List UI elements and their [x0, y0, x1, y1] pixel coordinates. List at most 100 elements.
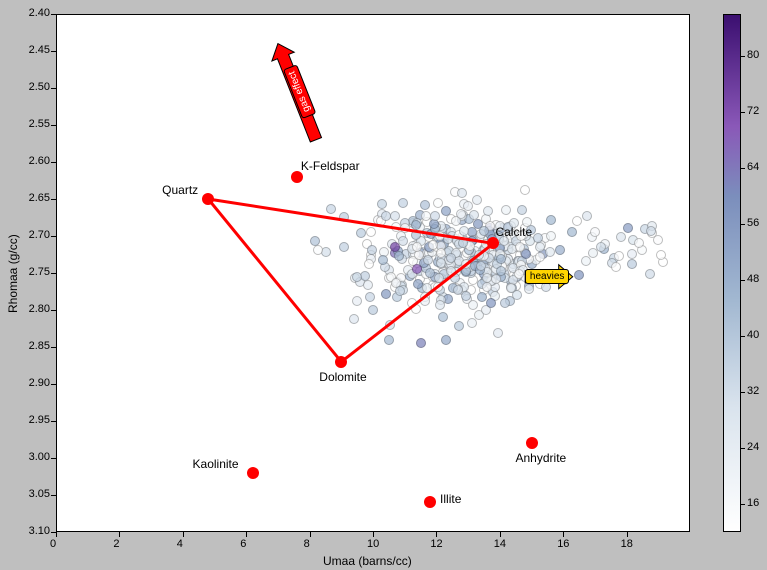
scatter-point — [545, 247, 555, 257]
scatter-point — [412, 264, 422, 274]
mineral-label-dolomite: Dolomite — [319, 370, 366, 384]
y-tick-label: 3.10 — [29, 525, 50, 537]
colorbar-tick — [741, 336, 745, 337]
x-tick — [56, 532, 57, 537]
scatter-point — [356, 228, 366, 238]
scatter-point — [441, 206, 451, 216]
scatter-point — [411, 230, 421, 240]
colorbar-tick-label: 16 — [747, 497, 759, 509]
x-tick — [183, 532, 184, 537]
y-tick — [51, 421, 56, 422]
scatter-point — [483, 206, 493, 216]
scatter-point — [366, 227, 376, 237]
y-tick — [51, 236, 56, 237]
scatter-point — [567, 227, 577, 237]
scatter-point — [412, 242, 422, 252]
colorbar-tick-label: 32 — [747, 385, 759, 397]
x-tick-label: 18 — [621, 538, 633, 550]
y-tick — [51, 14, 56, 15]
colorbar — [723, 14, 741, 532]
scatter-point — [420, 200, 430, 210]
scatter-point — [453, 285, 463, 295]
scatter-point — [425, 268, 435, 278]
y-tick-label: 2.80 — [29, 303, 50, 315]
scatter-point — [384, 335, 394, 345]
scatter-point — [500, 298, 510, 308]
x-tick — [627, 532, 628, 537]
scatter-point — [349, 314, 359, 324]
scatter-point — [459, 226, 469, 236]
scatter-point — [377, 199, 387, 209]
scatter-point — [446, 253, 456, 263]
scatter-point — [310, 236, 320, 246]
scatter-point — [390, 242, 400, 252]
scatter-point — [596, 242, 606, 252]
y-tick-label: 2.55 — [29, 118, 50, 130]
y-tick — [51, 199, 56, 200]
scatter-point — [365, 292, 375, 302]
scatter-point — [381, 289, 391, 299]
scatter-point — [590, 227, 600, 237]
mineral-label-kaolinite: Kaolinite — [193, 457, 239, 471]
scatter-point — [423, 255, 433, 265]
y-axis-label: Rhomaa (g/cc) — [6, 234, 20, 313]
scatter-point — [572, 216, 582, 226]
y-tick-label: 3.05 — [29, 488, 50, 500]
mineral-label-calcite: Calcite — [495, 225, 532, 239]
scatter-point — [474, 250, 484, 260]
y-tick-label: 2.40 — [29, 7, 50, 19]
scatter-point — [574, 270, 584, 280]
scatter-point — [433, 282, 443, 292]
mineral-label-quartz: Quartz — [162, 183, 198, 197]
scatter-point — [381, 211, 391, 221]
x-tick — [119, 532, 120, 537]
x-tick — [563, 532, 564, 537]
x-tick — [500, 532, 501, 537]
scatter-point — [486, 298, 496, 308]
scatter-point — [496, 254, 506, 264]
scatter-point — [352, 296, 362, 306]
y-tick-label: 2.50 — [29, 81, 50, 93]
scatter-point — [493, 328, 503, 338]
scatter-point — [515, 242, 525, 252]
y-tick-label: 2.95 — [29, 414, 50, 426]
scatter-point — [411, 220, 421, 230]
scatter-point — [546, 215, 556, 225]
scatter-point — [367, 245, 377, 255]
scatter-point — [482, 273, 492, 283]
mineral-point-quartz — [202, 193, 214, 205]
x-tick — [246, 532, 247, 537]
colorbar-tick — [741, 224, 745, 225]
scatter-point — [339, 242, 349, 252]
scatter-point — [611, 262, 621, 272]
mineral-point-anhydrite — [526, 437, 538, 449]
scatter-point — [546, 231, 556, 241]
scatter-point — [378, 255, 388, 265]
y-tick — [51, 532, 56, 533]
scatter-point — [645, 269, 655, 279]
scatter-point — [479, 226, 489, 236]
colorbar-tick-label: 48 — [747, 273, 759, 285]
scatter-point — [326, 204, 336, 214]
scatter-point — [581, 256, 591, 266]
scatter-point — [457, 188, 467, 198]
scatter-point — [533, 233, 543, 243]
mineral-point-dolomite — [335, 356, 347, 368]
scatter-point — [438, 312, 448, 322]
scatter-point — [420, 296, 430, 306]
scatter-point — [472, 195, 482, 205]
scatter-point — [352, 272, 362, 282]
scatter-point — [555, 245, 565, 255]
colorbar-tick-label: 24 — [747, 441, 759, 453]
colorbar-tick — [741, 392, 745, 393]
scatter-point — [436, 248, 446, 258]
colorbar-tick-label: 80 — [747, 49, 759, 61]
mineral-label-k-feldspar: K-Feldspar — [301, 159, 360, 173]
scatter-point — [422, 283, 432, 293]
scatter-point — [461, 259, 471, 269]
colorbar-tick — [741, 112, 745, 113]
scatter-point — [501, 205, 511, 215]
scatter-point — [368, 305, 378, 315]
scatter-point — [411, 304, 421, 314]
scatter-point — [364, 259, 374, 269]
